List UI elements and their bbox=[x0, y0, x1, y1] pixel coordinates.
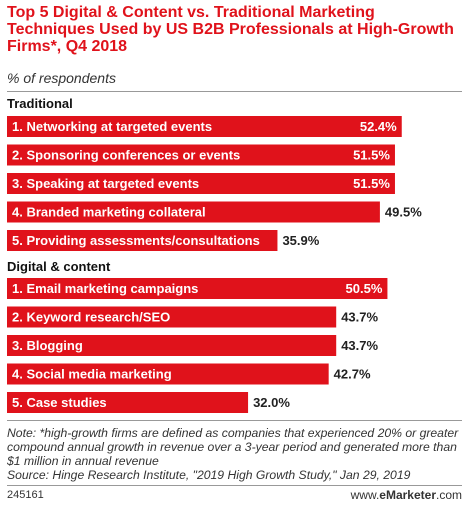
value-label: 43.7% bbox=[341, 338, 378, 353]
bar-traditional-1 bbox=[7, 116, 402, 137]
footnote: Note: *high-growth firms are defined as … bbox=[7, 426, 467, 482]
brand-suffix: .com bbox=[435, 488, 462, 502]
category-label: 2. Sponsoring conferences or events bbox=[12, 148, 240, 163]
value-label: 51.5% bbox=[353, 148, 390, 163]
category-label: 1. Networking at targeted events bbox=[12, 119, 212, 134]
footer-divider bbox=[7, 485, 462, 486]
category-label: 4. Branded marketing collateral bbox=[12, 205, 206, 220]
category-label: 5. Case studies bbox=[12, 395, 107, 410]
brand-logo: www.eMarketer.com bbox=[351, 488, 462, 502]
chart-id: 245161 bbox=[7, 489, 44, 501]
brand-name: eMarketer bbox=[379, 488, 436, 502]
bar-traditional-3 bbox=[7, 173, 395, 194]
footnote-note: Note: *high-growth firms are defined as … bbox=[7, 426, 459, 468]
category-label: 1. Email marketing campaigns bbox=[12, 281, 198, 296]
chart-title: Top 5 Digital & Content vs. Traditional … bbox=[7, 4, 454, 55]
bar-digital-5 bbox=[7, 392, 249, 413]
category-label: 4. Social media marketing bbox=[12, 367, 172, 382]
value-label: 52.4% bbox=[360, 119, 397, 134]
bar-digital-4 bbox=[7, 363, 329, 385]
category-label: 5. Providing assessments/consultations bbox=[12, 233, 260, 248]
category-label: 2. Keyword research/SEO bbox=[12, 310, 170, 325]
value-label: 49.5% bbox=[385, 205, 422, 220]
brand-prefix: www. bbox=[350, 488, 380, 502]
footnote-source: Source: Hinge Research Institute, "2019 … bbox=[7, 468, 411, 482]
chart-subtitle: % of respondents bbox=[7, 70, 116, 86]
bar-chart: 1. Networking at targeted events 52.4% 2. … bbox=[7, 116, 422, 413]
bar-digital-1 bbox=[7, 278, 388, 299]
category-label: 3. Speaking at targeted events bbox=[12, 176, 199, 191]
bar-traditional-4 bbox=[7, 201, 380, 223]
group-label-traditional: Traditional bbox=[7, 96, 73, 111]
bar-digital-3 bbox=[7, 335, 337, 356]
value-label: 42.7% bbox=[334, 367, 371, 382]
value-label: 43.7% bbox=[341, 310, 378, 325]
bar-digital-2 bbox=[7, 306, 337, 328]
bar-traditional-5 bbox=[7, 230, 278, 251]
value-label: 35.9% bbox=[282, 233, 319, 248]
category-label: 3. Blogging bbox=[12, 338, 83, 353]
bar-traditional-2 bbox=[7, 144, 395, 166]
group-label-digital: Digital & content bbox=[7, 259, 111, 274]
value-label: 32.0% bbox=[253, 395, 290, 410]
value-label: 51.5% bbox=[353, 176, 390, 191]
top-divider bbox=[7, 91, 462, 92]
bottom-divider bbox=[7, 420, 462, 421]
value-label: 50.5% bbox=[346, 281, 383, 296]
